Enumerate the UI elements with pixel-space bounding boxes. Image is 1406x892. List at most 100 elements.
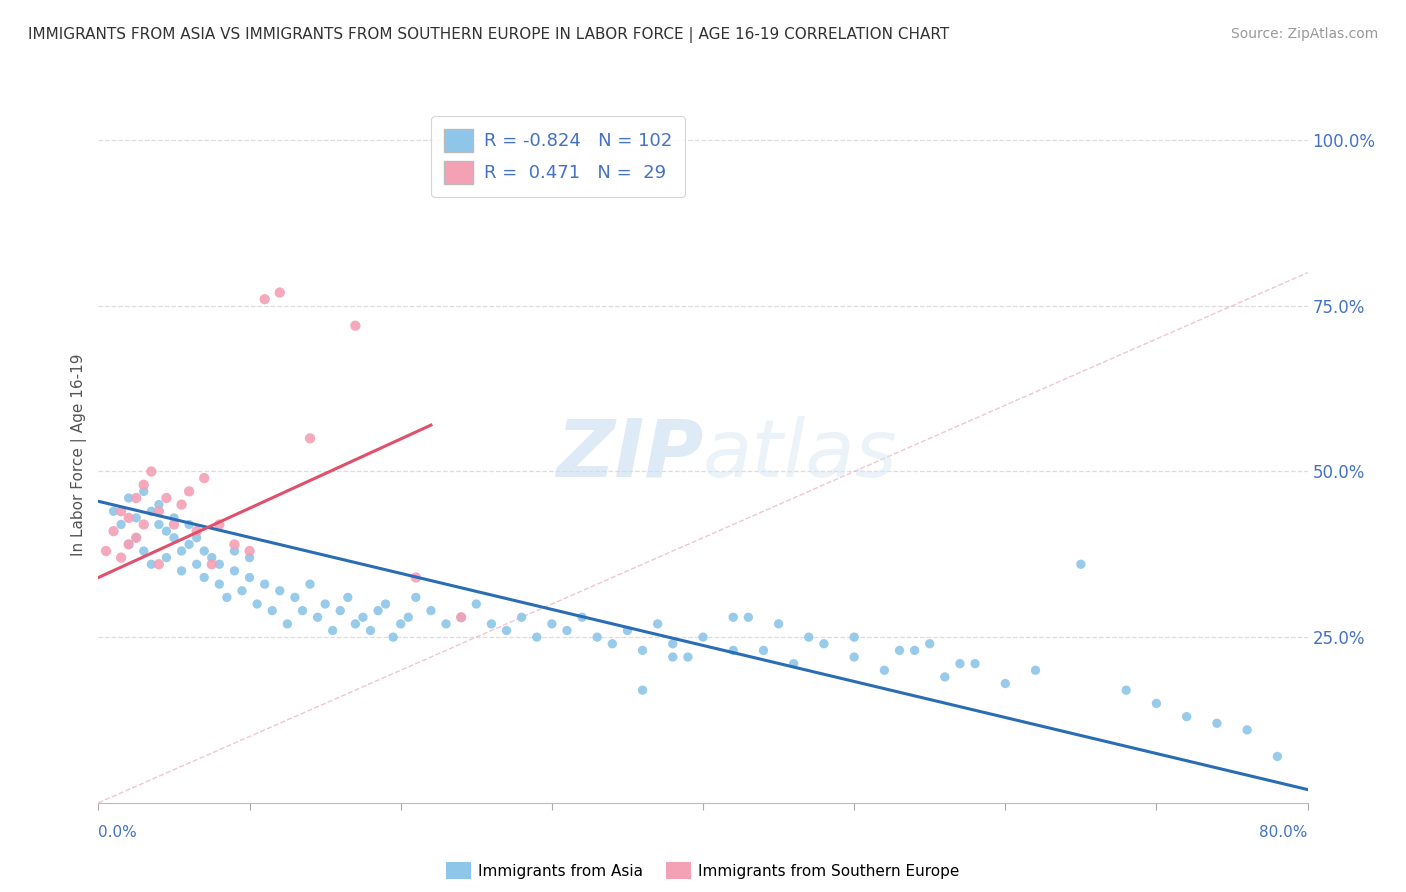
- Point: [586, 630, 609, 644]
- Point: [1206, 716, 1229, 731]
- Point: [450, 610, 472, 624]
- Point: [510, 610, 533, 624]
- Point: [299, 431, 322, 445]
- Point: [125, 491, 148, 505]
- Point: [1236, 723, 1258, 737]
- Point: [555, 624, 578, 638]
- Point: [141, 504, 163, 518]
- Point: [873, 663, 896, 677]
- Point: [918, 637, 941, 651]
- Point: [526, 630, 548, 644]
- Point: [269, 285, 291, 300]
- Text: 0.0%: 0.0%: [98, 825, 138, 840]
- Point: [201, 558, 224, 572]
- Point: [148, 558, 170, 572]
- Point: [141, 558, 163, 572]
- Point: [965, 657, 987, 671]
- Text: IMMIGRANTS FROM ASIA VS IMMIGRANTS FROM SOUTHERN EUROPE IN LABOR FORCE | AGE 16-: IMMIGRANTS FROM ASIA VS IMMIGRANTS FROM …: [28, 27, 949, 43]
- Point: [179, 537, 201, 551]
- Point: [193, 570, 215, 584]
- Point: [193, 471, 215, 485]
- Point: [344, 318, 367, 333]
- Point: [125, 531, 148, 545]
- Point: [949, 657, 972, 671]
- Point: [239, 550, 262, 565]
- Point: [367, 604, 389, 618]
- Point: [186, 524, 208, 538]
- Point: [631, 643, 654, 657]
- Point: [1144, 697, 1167, 711]
- Point: [336, 591, 359, 605]
- Point: [291, 604, 314, 618]
- Text: atlas: atlas: [703, 416, 898, 494]
- Point: [103, 504, 125, 518]
- Point: [737, 610, 759, 624]
- Point: [110, 504, 132, 518]
- Point: [994, 676, 1017, 690]
- Text: ZIP: ZIP: [555, 416, 703, 494]
- Legend: R = -0.824   N = 102, R =  0.471   N =  29: R = -0.824 N = 102, R = 0.471 N = 29: [432, 116, 685, 197]
- Point: [118, 537, 141, 551]
- Point: [253, 577, 276, 591]
- Point: [125, 511, 148, 525]
- Point: [224, 564, 246, 578]
- Point: [276, 616, 298, 631]
- Point: [934, 670, 956, 684]
- Point: [208, 577, 231, 591]
- Point: [329, 604, 352, 618]
- Point: [132, 484, 155, 499]
- Point: [179, 484, 201, 499]
- Point: [246, 597, 269, 611]
- Point: [434, 616, 457, 631]
- Point: [132, 517, 155, 532]
- Point: [405, 591, 427, 605]
- Point: [262, 604, 284, 618]
- Point: [314, 597, 336, 611]
- Point: [692, 630, 714, 644]
- Point: [352, 610, 374, 624]
- Point: [1175, 709, 1198, 723]
- Point: [132, 477, 155, 491]
- Point: [420, 604, 443, 618]
- Point: [155, 491, 177, 505]
- Point: [148, 504, 170, 518]
- Point: [299, 577, 322, 591]
- Point: [141, 465, 163, 479]
- Point: [405, 570, 427, 584]
- Point: [647, 616, 669, 631]
- Point: [752, 643, 775, 657]
- Point: [1070, 558, 1092, 572]
- Point: [844, 650, 866, 665]
- Point: [374, 597, 396, 611]
- Point: [307, 610, 329, 624]
- Point: [662, 650, 685, 665]
- Point: [768, 616, 790, 631]
- Point: [239, 544, 262, 558]
- Point: [125, 531, 148, 545]
- Point: [239, 570, 262, 584]
- Point: [253, 292, 276, 306]
- Point: [382, 630, 405, 644]
- Point: [495, 624, 517, 638]
- Point: [110, 550, 132, 565]
- Point: [118, 537, 141, 551]
- Point: [676, 650, 699, 665]
- Point: [224, 537, 246, 551]
- Point: [170, 564, 193, 578]
- Text: 80.0%: 80.0%: [1260, 825, 1308, 840]
- Point: [94, 544, 117, 558]
- Point: [389, 616, 412, 631]
- Point: [602, 637, 624, 651]
- Point: [208, 558, 231, 572]
- Point: [723, 643, 745, 657]
- Point: [322, 624, 344, 638]
- Point: [110, 517, 132, 532]
- Point: [571, 610, 593, 624]
- Point: [118, 491, 141, 505]
- Point: [844, 630, 866, 644]
- Point: [193, 544, 215, 558]
- Point: [465, 597, 488, 611]
- Point: [163, 517, 186, 532]
- Point: [1024, 663, 1046, 677]
- Point: [481, 616, 503, 631]
